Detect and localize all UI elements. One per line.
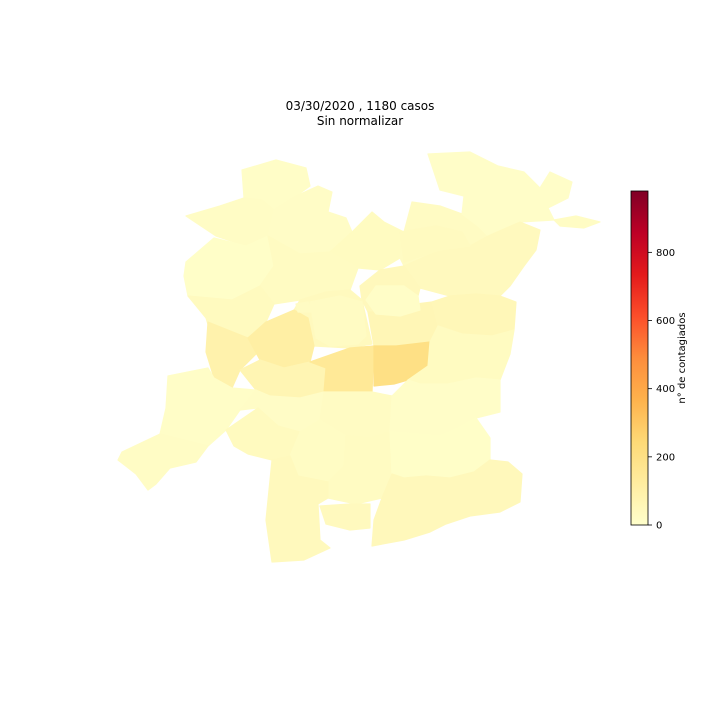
map-region bbox=[365, 285, 421, 317]
colorbar-tick-label: 0 bbox=[656, 521, 662, 532]
map-region bbox=[389, 377, 501, 437]
map-region bbox=[371, 459, 523, 547]
chart-subtitle: Sin normalizar bbox=[316, 114, 404, 128]
map-region bbox=[327, 431, 393, 505]
map-region bbox=[319, 503, 371, 531]
map-region bbox=[117, 433, 209, 491]
colorbar-tick-label: 600 bbox=[656, 316, 675, 327]
chart-title: 03/30/2020 , 1180 casos bbox=[285, 99, 435, 113]
map-region bbox=[553, 215, 601, 229]
map-region bbox=[309, 295, 367, 347]
map-region bbox=[399, 225, 471, 263]
map-region bbox=[159, 367, 257, 447]
map-region bbox=[265, 455, 331, 563]
colorbar-tick-label: 400 bbox=[656, 384, 675, 395]
map-regions bbox=[117, 151, 601, 563]
colorbar-gradient bbox=[630, 190, 649, 526]
colorbar-label: n° de contagiados bbox=[677, 312, 688, 403]
map-region bbox=[427, 151, 573, 237]
colorbar-tick-label: 200 bbox=[656, 452, 675, 463]
map-region bbox=[295, 301, 313, 313]
colorbar-ticks: 0 200 400 600 800 bbox=[648, 248, 675, 532]
colorbar: 0 200 400 600 800 n° de contagiados bbox=[630, 190, 688, 532]
colorbar-tick-label: 800 bbox=[656, 248, 675, 259]
